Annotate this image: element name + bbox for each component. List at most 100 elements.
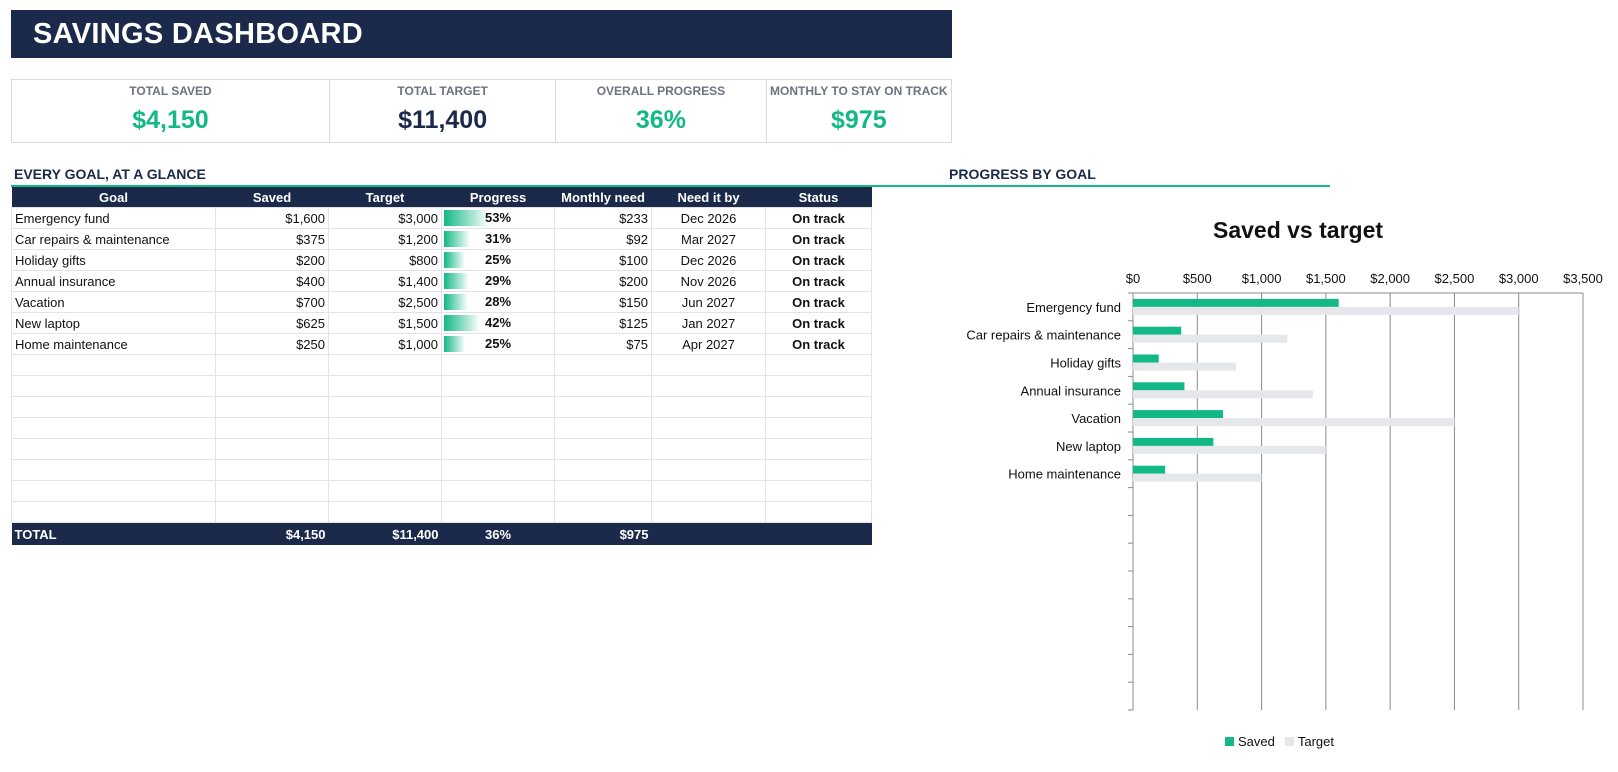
goal-cell[interactable]: Car repairs & maintenance xyxy=(11,228,216,250)
empty-cell[interactable] xyxy=(11,417,216,439)
legend-item-target[interactable]: Target xyxy=(1284,734,1334,749)
empty-row[interactable] xyxy=(11,480,872,502)
empty-cell[interactable] xyxy=(11,480,216,502)
target-cell[interactable]: $1,200 xyxy=(328,228,442,250)
saved-cell[interactable]: $625 xyxy=(215,312,329,334)
target-cell[interactable]: $1,000 xyxy=(328,333,442,355)
saved-cell[interactable]: $375 xyxy=(215,228,329,250)
empty-cell[interactable] xyxy=(11,375,216,397)
monthly-need-cell[interactable]: $233 xyxy=(554,207,652,229)
goal-cell[interactable]: Home maintenance xyxy=(11,333,216,355)
empty-row[interactable] xyxy=(11,438,872,460)
goal-cell[interactable]: Vacation xyxy=(11,291,216,313)
saved-cell[interactable]: $700 xyxy=(215,291,329,313)
empty-row[interactable] xyxy=(11,501,872,523)
need-by-cell[interactable]: Mar 2027 xyxy=(651,228,766,250)
monthly-need-cell[interactable]: $92 xyxy=(554,228,652,250)
monthly-need-cell[interactable]: $100 xyxy=(554,249,652,271)
need-by-cell[interactable]: Dec 2026 xyxy=(651,249,766,271)
empty-cell[interactable] xyxy=(441,501,555,523)
empty-cell[interactable] xyxy=(554,396,652,418)
goal-cell[interactable]: Emergency fund xyxy=(11,207,216,229)
empty-cell[interactable] xyxy=(765,375,872,397)
empty-cell[interactable] xyxy=(651,417,766,439)
progress-cell[interactable]: 25% xyxy=(441,333,555,355)
table-row[interactable]: Annual insurance $400 $1,400 29% $200 Nov 202… xyxy=(11,270,872,292)
empty-row[interactable] xyxy=(11,396,872,418)
empty-cell[interactable] xyxy=(765,417,872,439)
empty-cell[interactable] xyxy=(215,375,329,397)
empty-cell[interactable] xyxy=(11,354,216,376)
progress-cell[interactable]: 25% xyxy=(441,249,555,271)
empty-cell[interactable] xyxy=(328,396,442,418)
target-cell[interactable]: $1,500 xyxy=(328,312,442,334)
empty-cell[interactable] xyxy=(554,354,652,376)
monthly-need-cell[interactable]: $150 xyxy=(554,291,652,313)
empty-cell[interactable] xyxy=(328,501,442,523)
empty-cell[interactable] xyxy=(328,438,442,460)
empty-cell[interactable] xyxy=(651,354,766,376)
col-header-monthly-need[interactable]: Monthly need xyxy=(554,187,652,208)
need-by-cell[interactable]: Dec 2026 xyxy=(651,207,766,229)
table-row[interactable]: Car repairs & maintenance $375 $1,200 31% $9… xyxy=(11,228,872,250)
empty-cell[interactable] xyxy=(11,501,216,523)
empty-cell[interactable] xyxy=(441,438,555,460)
status-cell[interactable]: On track xyxy=(765,291,872,313)
table-row[interactable]: New laptop $625 $1,500 42% $125 Jan 2027 On tr… xyxy=(11,312,872,334)
saved-cell[interactable]: $250 xyxy=(215,333,329,355)
progress-cell[interactable]: 29% xyxy=(441,270,555,292)
goal-cell[interactable]: Annual insurance xyxy=(11,270,216,292)
progress-cell[interactable]: 42% xyxy=(441,312,555,334)
empty-cell[interactable] xyxy=(554,375,652,397)
empty-row[interactable] xyxy=(11,417,872,439)
target-cell[interactable]: $2,500 xyxy=(328,291,442,313)
saved-cell[interactable]: $400 xyxy=(215,270,329,292)
need-by-cell[interactable]: Nov 2026 xyxy=(651,270,766,292)
legend-item-saved[interactable]: Saved xyxy=(1225,734,1275,749)
status-cell[interactable]: On track xyxy=(765,207,872,229)
empty-cell[interactable] xyxy=(328,480,442,502)
empty-cell[interactable] xyxy=(651,396,766,418)
empty-cell[interactable] xyxy=(651,480,766,502)
table-row[interactable]: Emergency fund $1,600 $3,000 53% $233 Dec 202… xyxy=(11,207,872,229)
empty-cell[interactable] xyxy=(328,354,442,376)
empty-cell[interactable] xyxy=(554,501,652,523)
saved-cell[interactable]: $200 xyxy=(215,249,329,271)
empty-cell[interactable] xyxy=(651,459,766,481)
empty-row[interactable] xyxy=(11,459,872,481)
col-header-saved[interactable]: Saved xyxy=(215,187,329,208)
need-by-cell[interactable]: Jun 2027 xyxy=(651,291,766,313)
need-by-cell[interactable]: Jan 2027 xyxy=(651,312,766,334)
empty-cell[interactable] xyxy=(328,459,442,481)
progress-cell[interactable]: 31% xyxy=(441,228,555,250)
status-cell[interactable]: On track xyxy=(765,228,872,250)
col-header-goal[interactable]: Goal xyxy=(11,187,216,208)
empty-cell[interactable] xyxy=(11,396,216,418)
empty-cell[interactable] xyxy=(328,375,442,397)
empty-cell[interactable] xyxy=(651,375,766,397)
empty-cell[interactable] xyxy=(765,396,872,418)
empty-cell[interactable] xyxy=(441,354,555,376)
col-header-progress[interactable]: Progress xyxy=(441,187,555,208)
empty-cell[interactable] xyxy=(765,459,872,481)
progress-cell[interactable]: 28% xyxy=(441,291,555,313)
empty-cell[interactable] xyxy=(215,501,329,523)
empty-row[interactable] xyxy=(11,375,872,397)
table-row[interactable]: Holiday gifts $200 $800 25% $100 Dec 2026 On t… xyxy=(11,249,872,271)
goal-cell[interactable]: Holiday gifts xyxy=(11,249,216,271)
empty-cell[interactable] xyxy=(441,396,555,418)
col-header-target[interactable]: Target xyxy=(328,187,442,208)
progress-cell[interactable]: 53% xyxy=(441,207,555,229)
empty-cell[interactable] xyxy=(215,459,329,481)
empty-cell[interactable] xyxy=(554,480,652,502)
empty-cell[interactable] xyxy=(765,480,872,502)
empty-cell[interactable] xyxy=(215,354,329,376)
col-header-status[interactable]: Status xyxy=(765,187,872,208)
status-cell[interactable]: On track xyxy=(765,249,872,271)
empty-cell[interactable] xyxy=(554,438,652,460)
empty-cell[interactable] xyxy=(651,501,766,523)
empty-cell[interactable] xyxy=(441,417,555,439)
monthly-need-cell[interactable]: $200 xyxy=(554,270,652,292)
empty-cell[interactable] xyxy=(215,480,329,502)
target-cell[interactable]: $3,000 xyxy=(328,207,442,229)
